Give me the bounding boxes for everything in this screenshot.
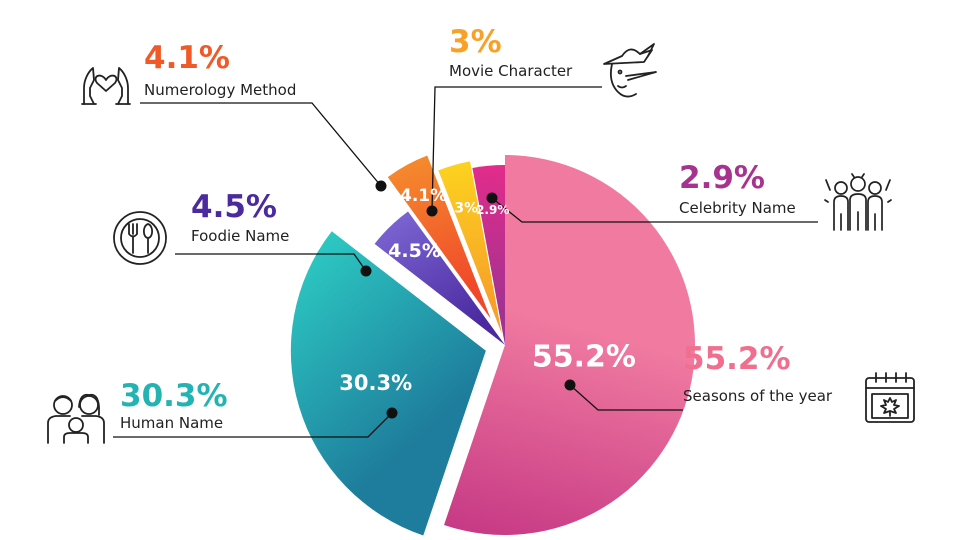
leader-dot-movie [426,205,438,217]
pie-slice-numerology [387,155,491,319]
slice-label-seasons: 55.2% [532,340,636,375]
leader-line-seasons [569,384,683,411]
callout-name-foodie: Foodie Name [191,227,290,245]
pie-slice-seasons [444,155,695,535]
callout-pct-human: 30.3% [120,378,228,414]
slice-label-movie: 3% [454,200,478,216]
leader-line-celebrity [491,197,818,223]
callout-name-seasons: Seasons of the year [683,387,833,405]
callout-pct-numerology: 4.1% [144,40,230,76]
leader-dot-seasons [564,379,576,391]
calendar-leaf-icon [865,372,915,423]
callout-dots [360,180,576,419]
hands-heart-icon [81,67,131,105]
callout-pct-foodie: 4.5% [191,189,277,225]
leader-line-numerology [140,102,382,187]
slice-labels: 55.2% 30.3% 4.5% 4.1% 3%2.9% [339,186,636,395]
slice-label-numerology: 4.1% [400,186,447,206]
slice-label-foodie: 4.5% [388,240,441,262]
slice-label-human: 30.3% [339,371,412,395]
slice-label-celebrity: 2.9% [476,203,509,217]
leader-line-movie [431,86,602,212]
pie-slice-celebrity [472,165,505,345]
leader-dot-human [386,407,398,419]
callout-pct-celebrity: 2.9% [679,160,765,196]
leader-dot-celebrity [486,192,498,204]
callout-pct-seasons: 55.2% [683,341,791,377]
callout-name-human: Human Name [120,414,224,432]
leader-dot-foodie [360,265,372,277]
pie-slice-foodie [374,211,505,345]
callout-pct-movie: 3% [449,24,502,60]
family-icon [47,393,105,444]
callout-name-movie: Movie Character [449,62,573,80]
leader-line-human [113,412,393,438]
group-celebration-icon [824,173,892,231]
pie-slices [290,155,695,536]
leader-dot-numerology [375,180,387,192]
pie-slice-human [290,231,486,536]
character-hat-icon [603,43,657,98]
pie-slice-movie [438,161,502,334]
plate-cutlery-icon [113,211,167,265]
callout-leaders [113,86,818,438]
leader-line-foodie [175,253,367,272]
callout-name-numerology: Numerology Method [144,81,297,99]
callout-name-celebrity: Celebrity Name [679,199,796,217]
